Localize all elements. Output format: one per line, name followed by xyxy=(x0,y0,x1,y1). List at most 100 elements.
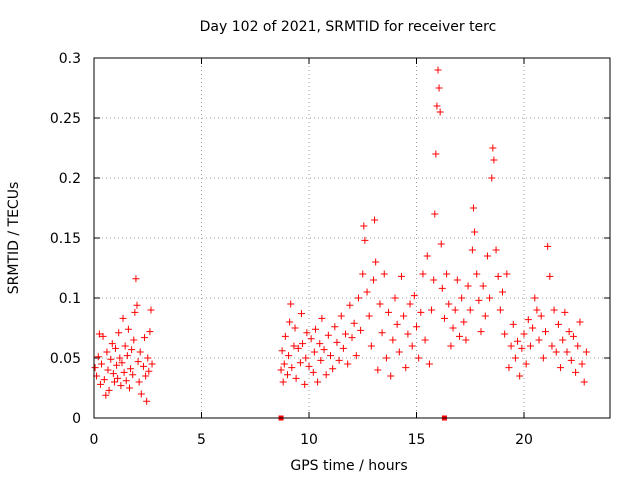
data-point xyxy=(105,386,113,394)
data-point xyxy=(408,342,416,350)
data-point xyxy=(305,362,313,370)
data-point xyxy=(537,312,545,320)
data-point xyxy=(132,275,140,283)
data-point xyxy=(370,276,377,284)
data-point xyxy=(292,374,300,382)
data-point xyxy=(499,288,506,296)
data-point xyxy=(333,338,341,346)
data-point xyxy=(145,367,153,375)
data-point xyxy=(533,306,541,314)
data-point xyxy=(116,354,124,362)
data-point xyxy=(503,270,511,278)
data-point xyxy=(481,312,489,320)
data-point xyxy=(554,320,562,328)
data-point xyxy=(96,380,104,388)
data-point xyxy=(433,102,441,110)
y-tick-label: 0.1 xyxy=(59,291,81,307)
data-point xyxy=(113,361,121,369)
data-point xyxy=(284,371,291,379)
data-point xyxy=(582,348,590,356)
data-point xyxy=(294,344,302,352)
data-point xyxy=(475,296,483,304)
data-point xyxy=(550,306,558,314)
y-tick-label: 0.2 xyxy=(59,171,81,187)
data-point xyxy=(290,342,298,350)
data-point xyxy=(311,325,319,333)
plot-frame xyxy=(93,57,611,419)
data-point xyxy=(561,308,569,316)
data-point xyxy=(303,329,311,337)
data-point xyxy=(357,326,365,334)
data-point xyxy=(393,320,401,328)
data-point xyxy=(104,366,112,374)
data-point xyxy=(535,336,543,344)
data-point xyxy=(346,301,354,309)
data-point xyxy=(133,301,141,309)
data-point xyxy=(431,210,439,218)
y-tick-label: 0 xyxy=(72,411,81,427)
data-point xyxy=(134,358,142,366)
data-point xyxy=(286,318,294,326)
data-point xyxy=(122,377,130,385)
data-point xyxy=(327,352,334,360)
data-point xyxy=(288,364,296,372)
data-point xyxy=(529,324,537,332)
data-point xyxy=(524,316,532,324)
data-point xyxy=(453,276,461,284)
data-point xyxy=(391,294,399,302)
data-point xyxy=(91,364,99,372)
data-point xyxy=(471,228,479,236)
data-point xyxy=(117,382,125,390)
y-tick-label: 0.25 xyxy=(50,111,81,127)
data-point xyxy=(360,222,368,230)
data-point xyxy=(365,312,373,320)
data-point xyxy=(447,342,455,350)
data-point xyxy=(128,346,136,354)
data-point xyxy=(372,258,380,266)
data-point xyxy=(421,336,429,344)
data-point xyxy=(310,348,318,356)
data-point xyxy=(397,272,405,280)
data-point xyxy=(479,282,487,290)
data-point xyxy=(544,242,552,250)
data-point xyxy=(322,371,330,379)
data-point xyxy=(103,348,111,356)
data-point xyxy=(371,216,379,224)
data-point xyxy=(382,354,390,362)
data-point xyxy=(531,294,539,302)
data-point xyxy=(574,342,582,350)
x-tick-label: 20 xyxy=(515,432,533,448)
data-point xyxy=(285,352,293,360)
data-point xyxy=(468,246,476,254)
data-point xyxy=(115,329,123,337)
data-point xyxy=(109,370,117,378)
data-point xyxy=(121,342,129,350)
x-tick-label: 10 xyxy=(300,432,318,448)
x-tick-label: 0 xyxy=(90,432,99,448)
data-point xyxy=(144,354,152,362)
data-point xyxy=(464,282,472,290)
data-point xyxy=(309,368,317,376)
data-point xyxy=(456,332,463,340)
data-point xyxy=(108,340,116,348)
data-point xyxy=(400,312,408,320)
grid-layer xyxy=(94,58,610,418)
data-point xyxy=(507,342,515,350)
data-point xyxy=(376,300,384,308)
data-point xyxy=(344,360,352,368)
chart-title: Day 102 of 2021, SRMTID for receiver ter… xyxy=(200,19,497,35)
data-point xyxy=(316,340,324,348)
data-point xyxy=(402,364,410,372)
data-point xyxy=(569,332,577,340)
data-point xyxy=(494,272,502,280)
data-point xyxy=(557,364,565,372)
data-point xyxy=(410,292,418,300)
data-point xyxy=(331,323,339,331)
data-point xyxy=(548,342,556,350)
data-point xyxy=(559,336,567,344)
data-point xyxy=(477,328,485,336)
data-point xyxy=(518,344,526,352)
data-point xyxy=(118,359,126,367)
